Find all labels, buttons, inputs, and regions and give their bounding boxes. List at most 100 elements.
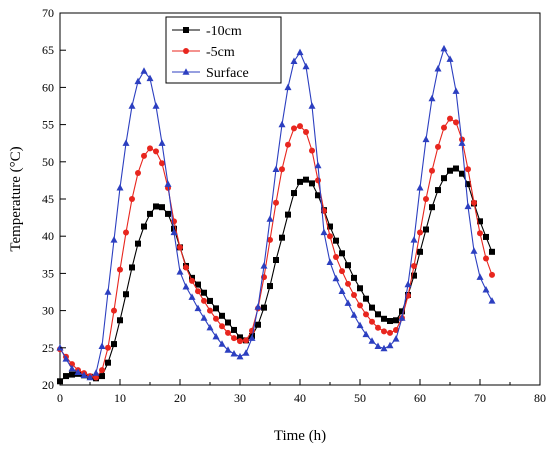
data-point: [411, 262, 417, 269]
data-point: [213, 315, 219, 322]
data-point: [297, 178, 303, 185]
data-point: [159, 160, 165, 167]
data-point: [356, 321, 364, 329]
series-line: [59, 117, 493, 379]
data-point: [195, 281, 201, 288]
data-point: [489, 248, 495, 255]
data-point: [279, 234, 285, 241]
data-point: [267, 283, 273, 290]
data-point: [135, 240, 141, 247]
data-point: [303, 176, 309, 183]
data-point: [362, 330, 370, 338]
data-point: [93, 374, 99, 381]
data-point: [489, 271, 495, 278]
data-point: [188, 293, 196, 300]
data-point: [159, 204, 165, 211]
data-point: [350, 311, 358, 318]
legend-marker: [183, 48, 189, 54]
data-point: [230, 349, 238, 357]
y-tick-label: 20: [42, 378, 54, 392]
data-point: [488, 297, 496, 304]
y-tick-label: 60: [42, 80, 54, 94]
x-tick-label: 10: [114, 391, 126, 405]
data-point: [423, 226, 429, 233]
data-point: [105, 344, 111, 351]
data-point: [278, 120, 286, 128]
data-point: [236, 352, 244, 360]
data-point: [393, 326, 399, 333]
data-point: [363, 295, 369, 302]
data-point: [303, 129, 309, 136]
data-point: [434, 65, 442, 72]
data-point: [158, 139, 166, 146]
data-point: [224, 346, 232, 353]
data-point: [453, 165, 459, 172]
data-point: [375, 324, 381, 331]
data-point: [423, 196, 429, 202]
data-point: [177, 244, 183, 251]
data-point: [182, 282, 190, 290]
series-triangle: [56, 44, 496, 381]
plot-area: [56, 44, 496, 385]
data-point: [351, 291, 357, 298]
data-point: [332, 274, 340, 282]
data-point: [255, 321, 261, 328]
data-point: [351, 274, 357, 281]
data-point: [69, 371, 75, 378]
y-tick-label: 30: [42, 304, 54, 318]
data-point: [122, 139, 130, 146]
data-point: [99, 373, 105, 380]
data-point: [483, 233, 489, 240]
data-point: [98, 342, 106, 350]
x-tick-label: 30: [234, 391, 246, 405]
data-point: [194, 304, 202, 312]
data-point: [327, 223, 333, 230]
data-point: [279, 166, 285, 173]
data-point: [357, 285, 363, 292]
data-point: [152, 102, 160, 109]
data-point: [411, 272, 417, 279]
data-point: [380, 344, 388, 352]
y-tick-label: 40: [42, 229, 54, 243]
data-point: [117, 317, 123, 324]
data-point: [141, 223, 147, 230]
data-point: [417, 229, 423, 236]
y-axis: 20 25 30 35 40 45 50 55 60 65 70: [42, 6, 66, 392]
data-point: [219, 323, 225, 330]
data-point: [368, 337, 376, 344]
data-point: [447, 115, 453, 122]
data-point: [339, 268, 345, 275]
data-point: [315, 192, 321, 199]
y-tick-label: 65: [42, 43, 54, 57]
legend-marker: [182, 68, 190, 75]
data-point: [135, 169, 141, 176]
data-point: [176, 268, 184, 275]
data-point: [441, 175, 447, 182]
series-line: [59, 47, 493, 379]
x-tick-label: 80: [534, 391, 546, 405]
data-point: [471, 199, 477, 206]
data-point: [267, 236, 273, 243]
data-point: [134, 77, 142, 85]
data-point: [477, 230, 483, 237]
y-tick-label: 25: [42, 341, 54, 355]
data-point: [99, 367, 105, 374]
data-point: [375, 311, 381, 318]
data-point: [183, 264, 189, 271]
data-point: [291, 190, 297, 197]
data-point: [201, 297, 207, 304]
data-point: [326, 258, 334, 265]
data-point: [440, 44, 448, 52]
data-point: [92, 369, 100, 376]
data-point: [387, 318, 393, 325]
series-square: [57, 165, 495, 385]
data-point: [285, 211, 291, 218]
data-point: [147, 145, 153, 152]
data-point: [195, 288, 201, 295]
data-point: [110, 236, 118, 243]
data-point: [296, 48, 304, 56]
data-point: [273, 199, 279, 206]
data-point: [147, 210, 153, 217]
data-point: [261, 304, 267, 311]
